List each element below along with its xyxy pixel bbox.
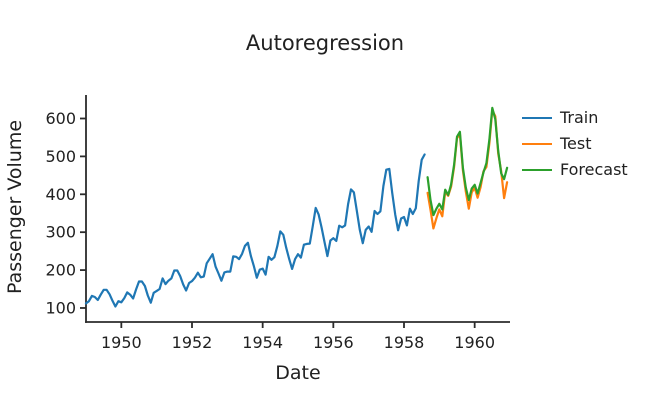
x-tick-label: 1956 bbox=[313, 333, 354, 352]
x-tick-label: 1950 bbox=[101, 333, 142, 352]
x-tick-label: 1954 bbox=[242, 333, 283, 352]
chart-title: Autoregression bbox=[245, 31, 405, 55]
y-tick-label: 600 bbox=[45, 109, 76, 128]
x-tick-label: 1952 bbox=[172, 333, 213, 352]
x-tick-label: 1958 bbox=[384, 333, 425, 352]
legend-label-train: Train bbox=[560, 108, 599, 127]
x-tick-label: 1960 bbox=[454, 333, 495, 352]
y-tick-label: 200 bbox=[45, 261, 76, 280]
series-line-train bbox=[84, 153, 426, 308]
legend: Train Test Forecast bbox=[522, 109, 628, 178]
y-tick-label: 400 bbox=[45, 185, 76, 204]
x-axis-label: Date bbox=[275, 362, 321, 384]
legend-label-forecast: Forecast bbox=[560, 160, 628, 179]
legend-label-test: Test bbox=[560, 134, 592, 153]
series-line-forecast bbox=[426, 106, 509, 217]
legend-swatch-train bbox=[522, 116, 552, 119]
legend-item-test: Test bbox=[522, 135, 628, 152]
legend-swatch-test bbox=[522, 142, 552, 145]
y-tick-label: 100 bbox=[45, 298, 76, 317]
y-tick-label: 500 bbox=[45, 147, 76, 166]
legend-item-train: Train bbox=[522, 109, 628, 126]
legend-item-forecast: Forecast bbox=[522, 161, 628, 178]
y-tick-label: 300 bbox=[45, 223, 76, 242]
legend-swatch-forecast bbox=[522, 168, 552, 171]
